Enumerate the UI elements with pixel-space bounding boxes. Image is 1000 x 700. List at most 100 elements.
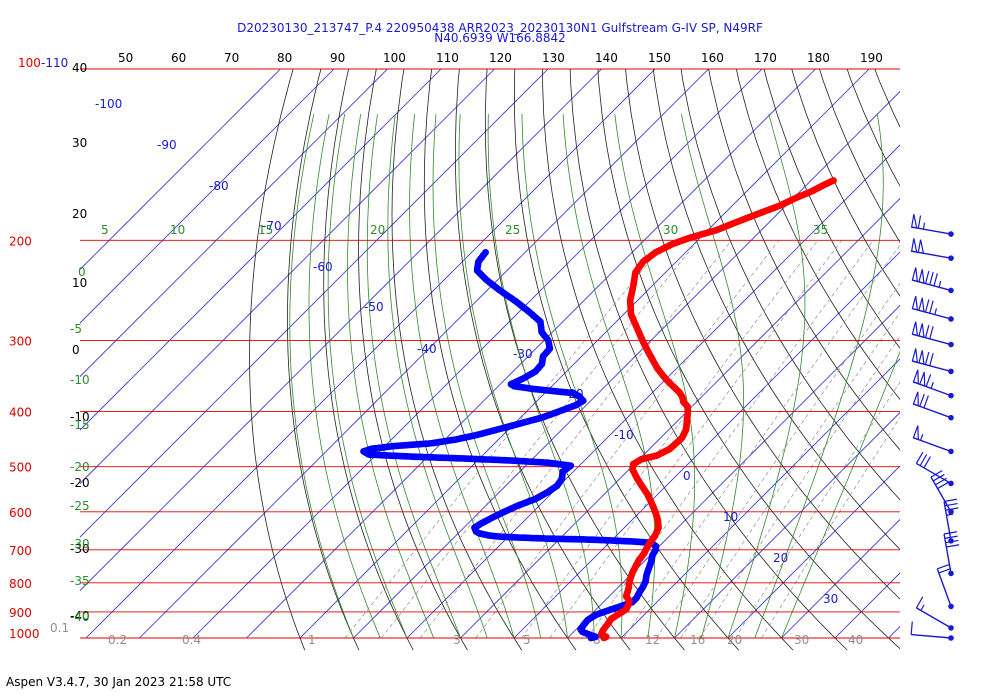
left-axis-label: -30 <box>70 542 90 556</box>
mixing-ratio-line <box>623 244 900 639</box>
left-axis-label: 0 <box>72 343 80 357</box>
pressure-label: 400 <box>9 406 32 420</box>
top-axis-label: 140 <box>595 51 618 65</box>
mixing-ratio-line <box>699 335 900 639</box>
dry-adiabat-label: 5 <box>101 223 109 237</box>
top-axis-label: 150 <box>648 51 671 65</box>
left-axis-label: 30 <box>72 136 87 150</box>
dry-adiabat-line <box>846 69 900 187</box>
dry-adiabat-line <box>946 43 1000 650</box>
dewpoint-point <box>482 248 489 256</box>
wind-barb <box>910 238 954 261</box>
wind-barbs <box>910 214 960 641</box>
dry-adiabat-label: 15 <box>258 223 273 237</box>
moist-adiabat-line <box>308 114 381 639</box>
left-axis-label: 10 <box>72 276 87 290</box>
isotherm-label: -100 <box>95 97 122 111</box>
mixing-ratio-label: 40 <box>848 633 863 647</box>
left-axis-label: 20 <box>72 207 87 221</box>
wind-barb <box>910 214 954 237</box>
dry-adiabat-label: 25 <box>505 223 520 237</box>
moist-adiabat-line <box>366 114 461 639</box>
isotherm-label: -40 <box>417 342 437 356</box>
wind-barb <box>910 621 954 641</box>
moist-adiabat-line <box>614 114 695 639</box>
chart-grid <box>80 43 1000 651</box>
top-axis-label: 90 <box>330 51 345 65</box>
footer-version: Aspen V3.4.7, 30 Jan 2023 21:58 UTC <box>6 675 232 689</box>
dry-adiabat-line <box>542 69 794 651</box>
isotherm-line <box>888 625 900 639</box>
isotherm-label: 30 <box>823 592 838 606</box>
moist-adiabat-line <box>409 114 515 639</box>
pressure-label: 900 <box>9 606 32 620</box>
dry-adiabat-line <box>791 69 900 297</box>
wind-barb <box>911 295 954 322</box>
dry-adiabat-line <box>680 69 900 501</box>
mixing-ratio-label: 12 <box>645 633 660 647</box>
wind-barb <box>911 348 954 375</box>
moist-adiabat-line <box>562 114 656 639</box>
dry-adiabat-line <box>323 69 414 651</box>
dry-adiabat-label: 35 <box>813 223 828 237</box>
moist-adiabat-label: -15 <box>70 418 90 432</box>
isotherm-label: 20 <box>773 551 788 565</box>
isotherm-label: -80 <box>209 179 229 193</box>
moist-adiabat-line <box>289 114 354 639</box>
mixing-ratio-line <box>656 282 900 639</box>
isotherm-label: -30 <box>513 347 533 361</box>
dry-adiabat-line <box>819 69 900 243</box>
moist-adiabat-label: -40 <box>70 610 90 624</box>
top-axis-label: 60 <box>171 51 186 65</box>
wind-barb <box>912 391 954 421</box>
pressure-label: 800 <box>9 577 32 591</box>
dry-adiabat-label: 10 <box>170 223 185 237</box>
mixing-ratio-label: 1 <box>308 633 316 647</box>
wind-barb <box>912 369 954 399</box>
top-axis-label: 50 <box>118 51 133 65</box>
left-axis-label: 40 <box>72 61 87 75</box>
top-axis-label: 100 <box>383 51 406 65</box>
dry-adiabat-line <box>358 69 468 651</box>
left-axis-label: -10 <box>70 410 90 424</box>
top-axis-label: 170 <box>754 51 777 65</box>
isotherm-label: -50 <box>364 300 384 314</box>
mixing-ratio-label: 8 <box>593 633 601 647</box>
dry-adiabat-line <box>597 69 900 650</box>
pressure-label: 200 <box>9 234 32 248</box>
moist-adiabat-label: -5 <box>70 322 82 336</box>
pressure-label: 300 <box>9 334 32 348</box>
left-axis-label: -20 <box>70 476 90 490</box>
moist-adiabat-label: -20 <box>70 460 90 474</box>
isobar-lines <box>80 68 900 639</box>
pressure-label: 1000 <box>9 627 40 641</box>
dry-adiabat-line <box>973 43 1000 650</box>
pressure-label-suffix: -110 <box>41 56 68 70</box>
moist-adiabat-label: -35 <box>70 574 90 588</box>
moist-adiabat-line <box>458 114 568 639</box>
moist-adiabat-line <box>781 350 900 639</box>
dry-adiabat-line <box>569 69 848 651</box>
dry-adiabat-line <box>423 69 577 651</box>
mixing-ratio-label: 30 <box>794 633 809 647</box>
dry-adiabat-line <box>763 69 900 349</box>
isotherm-line <box>80 69 335 324</box>
dry-adiabat-line <box>514 69 739 651</box>
dry-adiabat-line <box>454 69 631 651</box>
dry-adiabat-line <box>286 69 360 651</box>
mixing-ratio-label: 16 <box>690 633 705 647</box>
wind-barb <box>943 531 960 577</box>
moist-adiabat-label: 0 <box>78 265 86 279</box>
mixing-ratio-label: 0.1 <box>50 621 69 635</box>
top-axis-label: 180 <box>807 51 830 65</box>
isotherm-label: -10 <box>614 428 634 442</box>
dry-adiabat-line <box>919 43 1000 650</box>
top-axis-label: 120 <box>489 51 512 65</box>
moist-adiabat-line <box>521 114 623 639</box>
top-axis-label: 160 <box>701 51 724 65</box>
mixing-ratio-label: 20 <box>727 633 742 647</box>
mixing-ratio-label: 5 <box>523 633 531 647</box>
isotherm-line <box>781 518 900 639</box>
chart-title-line2: N40.6939 W166.8842 <box>434 31 566 45</box>
pressure-label: 100 <box>18 56 41 70</box>
